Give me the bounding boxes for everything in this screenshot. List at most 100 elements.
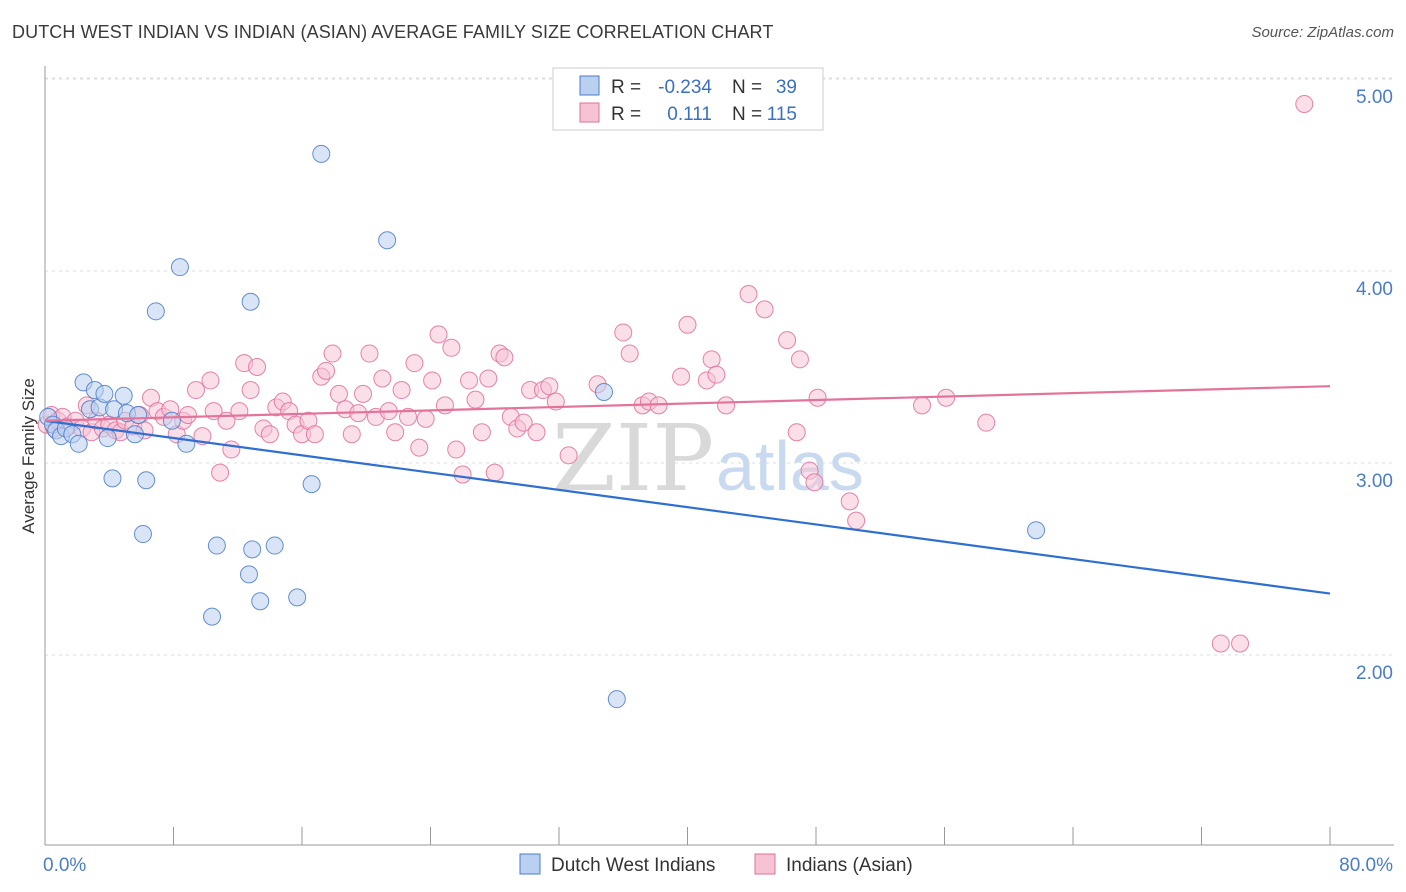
x-tick-labels: 0.0% 80.0%	[43, 855, 1393, 876]
indians-asian-point-104	[805, 473, 824, 492]
y-tick-labels: 2.00 3.00 4.00 5.00	[1356, 87, 1393, 684]
indians-asian-point-87	[614, 323, 633, 342]
indians-asian-point-85	[559, 446, 578, 465]
x-tick-label-max: 80.0%	[1339, 855, 1393, 876]
indians-asian-point-100	[778, 331, 797, 350]
indians-asian-point-101	[790, 350, 809, 369]
dutch-west-indians-point-20	[170, 258, 189, 277]
indians-asian-point-38	[260, 425, 279, 444]
indians-asian-point-62	[410, 438, 429, 457]
indians-asian-point-96	[707, 365, 726, 384]
dutch-west-indians-point-25	[137, 471, 156, 490]
legend-n-label-2: N =	[732, 104, 762, 125]
dutch-west-indians-point-23	[378, 231, 397, 250]
indians-asian-point-49	[329, 384, 348, 403]
dutch-west-indians-point-35	[302, 475, 321, 494]
axes	[44, 66, 1394, 846]
indians-asian-point-93	[678, 315, 697, 334]
indians-asian-point-98	[739, 285, 758, 304]
indians-asian-point-81	[527, 423, 546, 442]
bottom-legend: Dutch West Indians Indians (Asian)	[519, 853, 913, 876]
indians-asian-point-71	[466, 390, 485, 409]
legend-swatch-blue	[579, 75, 600, 96]
dutch-west-indians-point-31	[239, 565, 258, 584]
indians-asian-point-70	[460, 371, 479, 390]
indians-asian-point-33	[230, 402, 249, 421]
indians-asian-point-59	[392, 381, 411, 400]
indians-asian-point-111	[1231, 634, 1250, 653]
watermark-atlas: atlas	[716, 427, 864, 505]
indians-asian-point-47	[317, 361, 336, 380]
dutch-west-indians-point-14	[114, 386, 133, 405]
indians-asian-point-108	[913, 396, 932, 415]
dutch-west-indians-point-21	[241, 292, 260, 311]
indians-asian-point-25	[178, 406, 197, 424]
y-tick-label-1: 3.00	[1356, 471, 1393, 492]
indians-asian-point-102	[808, 388, 827, 407]
indians-asian-point-69	[453, 465, 472, 484]
indians-asian-point-76	[495, 348, 514, 367]
indians-asian-point-72	[472, 423, 491, 442]
indians-asian-point-64	[423, 371, 442, 390]
dutch-west-indians-point-18	[162, 411, 181, 430]
dutch-west-indians-point-22	[312, 144, 331, 163]
indians-asian-point-97	[717, 396, 736, 415]
bottom-legend-label-blue: Dutch West Indians	[551, 855, 715, 876]
bottom-legend-swatch-blue	[519, 853, 541, 875]
bottom-legend-label-pink: Indians (Asian)	[786, 855, 913, 876]
dutch-west-indians-point-11	[95, 384, 114, 403]
indians-asian-point-105	[787, 423, 806, 442]
dutch-west-indians-point-27	[177, 434, 196, 453]
y-tick-label-0: 2.00	[1356, 663, 1393, 684]
indians-asian-point-99	[755, 300, 774, 319]
indians-asian-point-60	[399, 407, 418, 426]
source-credit: Source: ZipAtlas.com	[1251, 24, 1394, 41]
legend-n-label-1: N =	[732, 77, 762, 98]
dutch-west-indians-point-29	[243, 540, 262, 559]
indians-asian-point-74	[485, 463, 504, 482]
indians-asian-point-28	[201, 371, 220, 390]
chart-title: DUTCH WEST INDIAN VS INDIAN (ASIAN) AVER…	[12, 22, 774, 42]
indians-asian-point-26	[186, 381, 205, 400]
dutch-west-indians-point-37	[607, 690, 626, 709]
y-tick-label-3: 5.00	[1356, 87, 1393, 108]
indians-asian-point-73	[479, 369, 498, 388]
indians-asian-point-51	[342, 425, 361, 444]
legend-n-value-1: 39	[776, 77, 797, 98]
indians-asian-point-112	[1211, 634, 1230, 653]
indians-asian-trend-line	[44, 385, 1331, 422]
watermark-zip: ZIP	[552, 405, 714, 512]
indians-asian-point-113	[1295, 94, 1314, 113]
indians-asian-point-56	[373, 369, 392, 388]
dutch-west-indians-point-26	[133, 525, 152, 544]
indians-asian-point-107	[847, 511, 866, 530]
indians-asian-point-36	[248, 358, 267, 376]
indians-asian-point-66	[435, 396, 454, 415]
legend: R = -0.234 N = 39 R = 0.111 N = 115	[552, 67, 824, 131]
indians-asian-point-48	[323, 344, 342, 363]
bottom-legend-swatch-pink	[754, 853, 776, 875]
dutch-west-indians-point-17	[129, 406, 148, 424]
dutch-west-indians-point-12	[98, 429, 117, 448]
indians-asian-point-63	[416, 409, 435, 428]
dutch-west-indians-point-30	[265, 536, 284, 555]
dutch-west-indians-trend-line	[44, 419, 1331, 595]
dutch-west-indians-point-38	[1027, 521, 1046, 540]
indians-asian-point-79	[514, 413, 533, 432]
dutch-west-indians-point-36	[594, 382, 613, 401]
indians-asian-point-68	[447, 440, 466, 459]
indians-asian-point-106	[840, 492, 859, 511]
indians-asian-point-67	[442, 338, 461, 357]
legend-r-value-1: -0.234	[658, 77, 712, 98]
indians-asian-point-30	[211, 463, 230, 482]
x-tick-label-min: 0.0%	[43, 855, 86, 876]
y-tick-label-2: 4.00	[1356, 279, 1393, 300]
trend-lines	[44, 385, 1331, 595]
dutch-west-indians-point-28	[207, 536, 226, 555]
dutch-west-indians-point-32	[251, 592, 270, 611]
data-points	[37, 94, 1314, 709]
indians-asian-point-88	[620, 344, 639, 363]
indians-asian-point-65	[429, 325, 448, 344]
legend-r-label-1: R =	[611, 77, 641, 98]
